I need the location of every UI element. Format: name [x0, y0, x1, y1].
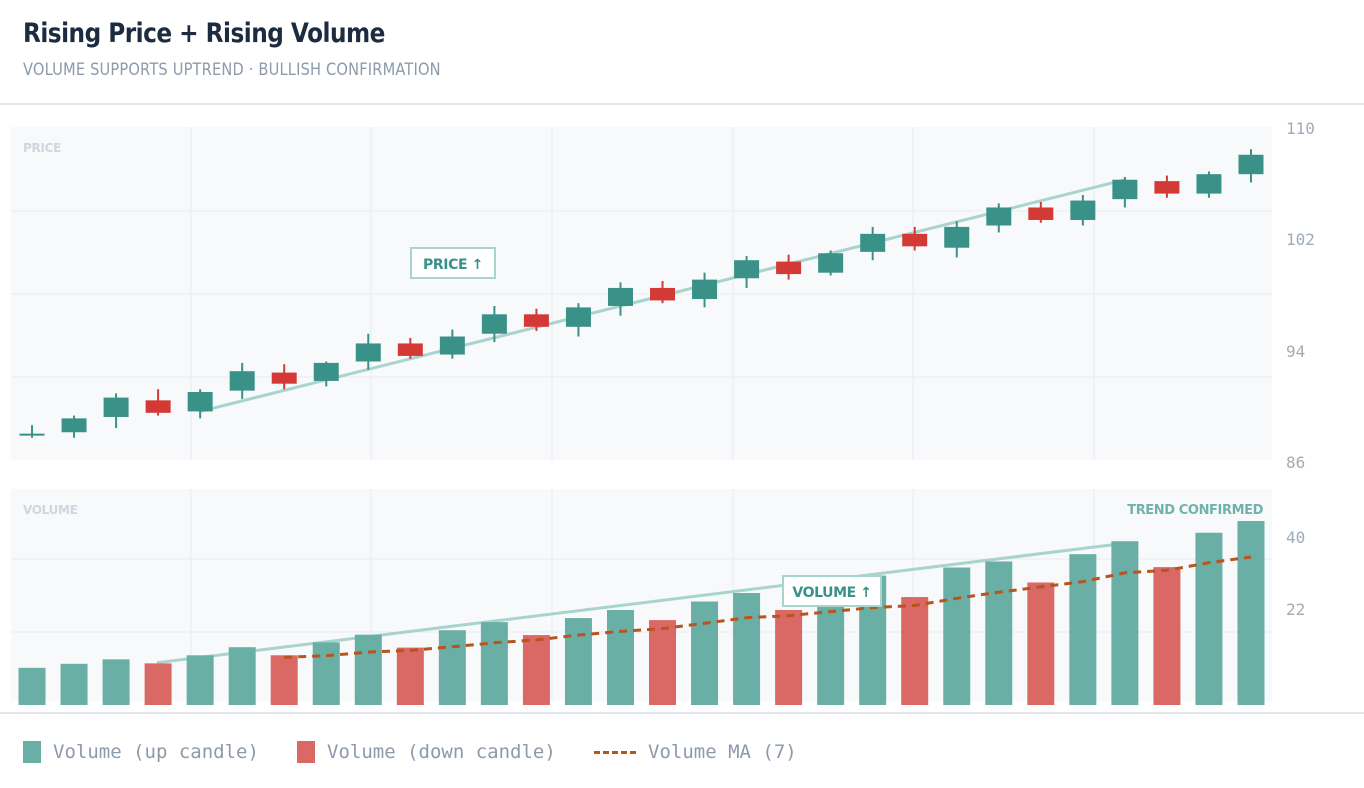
volume-bar-up — [564, 618, 592, 705]
legend-swatch-volume-down — [297, 741, 315, 763]
volume-bar-up — [228, 647, 256, 705]
candle-body-up — [1070, 200, 1096, 220]
volume-bar-up — [480, 622, 508, 705]
candle-body-down — [271, 372, 297, 384]
legend-label-volume-up: Volume (up candle) — [53, 741, 259, 763]
chart-legend: Volume (up candle) Volume (down candle) … — [0, 712, 1364, 788]
candle-body-up — [818, 253, 844, 273]
price-annotation-label: PRICE ↑ — [423, 257, 483, 273]
candle-body-up — [860, 233, 886, 252]
volume-bar-down — [901, 597, 929, 705]
legend-label-volume-ma: Volume MA (7) — [648, 741, 797, 763]
volume-bar-up — [943, 567, 971, 705]
candle-body-up — [313, 362, 339, 381]
candle-body-up — [481, 314, 507, 334]
chart-title: Rising Price + Rising Volume — [23, 18, 385, 49]
chart-header: Rising Price + Rising Volume VOLUME SUPP… — [0, 0, 1364, 105]
volume-bar-down — [775, 609, 803, 705]
legend-item-volume-ma: Volume MA (7) — [594, 741, 797, 763]
price-y-tick-label: 94 — [1286, 342, 1305, 361]
price-y-tick-label: 110 — [1286, 119, 1315, 138]
price-y-tick-label: 86 — [1286, 453, 1305, 472]
candle-body-down — [1028, 207, 1054, 220]
candle-body-up — [1196, 174, 1222, 194]
trend-confirmed-badge: TREND CONFIRMED — [1127, 503, 1263, 518]
volume-bar-down — [649, 620, 677, 705]
candle-body-down — [902, 233, 928, 247]
volume-bar-up — [354, 634, 382, 705]
volume-bar-up — [186, 655, 214, 705]
candle-body-up — [607, 287, 633, 306]
chart-canvas: PRICE VOLUME 110 102 94 86 40 22 PRICE ↑ VOLUME ↑… — [11, 119, 1315, 705]
candle-body-up — [565, 307, 591, 327]
volume-y-tick-label: 40 — [1286, 528, 1305, 547]
volume-bar-down — [522, 635, 550, 705]
volume-panel-label: VOLUME — [23, 503, 78, 517]
volume-bar-up — [18, 667, 46, 705]
candle-body-down — [397, 343, 423, 356]
candle-body-up — [439, 336, 465, 355]
volume-bar-up — [102, 659, 130, 705]
candle-body-up — [1112, 179, 1138, 200]
volume-bar-up — [438, 630, 466, 705]
legend-label-volume-down: Volume (down candle) — [327, 741, 556, 763]
price-y-tick-label: 102 — [1286, 230, 1315, 249]
volume-bar-up — [691, 601, 719, 705]
volume-panel-bg — [11, 489, 1272, 701]
candle-body-down — [1154, 181, 1180, 194]
candle-body-up — [1238, 154, 1264, 175]
volume-bar-up — [60, 663, 88, 705]
candle-body-up — [692, 279, 718, 300]
volume-annotation: VOLUME ↑ — [782, 575, 882, 607]
volume-bar-up — [312, 642, 340, 705]
legend-item-volume-down: Volume (down candle) — [297, 741, 556, 763]
candle-body-up — [61, 418, 87, 433]
volume-bar-down — [144, 663, 172, 705]
volume-ma-line — [284, 555, 1252, 659]
volume-annotation-label: VOLUME ↑ — [792, 585, 871, 601]
volume-bar-up — [1237, 521, 1265, 705]
candle-body-up — [944, 226, 970, 248]
candle-body-up — [103, 397, 129, 417]
volume-bar-down — [396, 647, 424, 705]
volume-bar-up — [733, 593, 761, 705]
chart-subtitle: VOLUME SUPPORTS UPTREND · BULLISH CONFIR… — [23, 60, 441, 80]
volume-y-tick-label: 22 — [1286, 600, 1305, 619]
candle-body-up — [355, 343, 381, 362]
price-annotation-box — [410, 247, 496, 279]
price-panel-label: PRICE — [23, 141, 61, 155]
price-annotation: PRICE ↑ — [410, 247, 496, 279]
legend-swatch-volume-up — [23, 741, 41, 763]
volume-bar-down — [1153, 567, 1181, 705]
volume-bar-up — [606, 609, 634, 705]
candle-body-up — [187, 392, 213, 412]
volume-bar-up — [1195, 532, 1223, 705]
candle-body-down — [145, 400, 171, 413]
legend-item-volume-up: Volume (up candle) — [23, 741, 259, 763]
candle-body-down — [650, 287, 676, 301]
volume-bar-up — [985, 561, 1013, 705]
volume-bar-up — [1111, 541, 1139, 705]
volume-bar-down — [1027, 582, 1055, 705]
legend-swatch-ma-dash — [594, 750, 636, 754]
candle-body-up — [734, 260, 760, 279]
volume-bar-down — [270, 655, 298, 705]
candle-body-up — [986, 207, 1012, 226]
volume-bar-up — [1069, 554, 1097, 705]
candle-body-up — [19, 433, 45, 436]
volume-annotation-box — [782, 575, 882, 607]
candle-body-down — [776, 261, 802, 275]
candle-body-down — [523, 314, 549, 327]
candle-body-up — [229, 371, 255, 391]
